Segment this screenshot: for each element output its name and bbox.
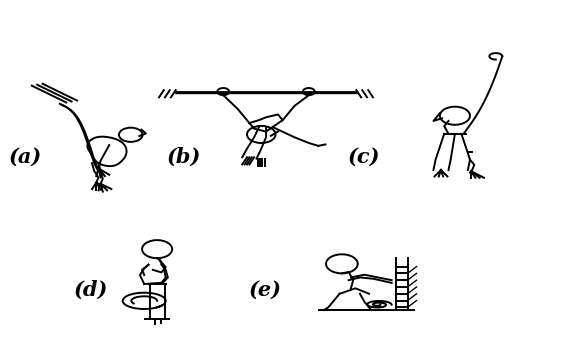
Text: (e): (e) <box>249 280 282 300</box>
Text: (b): (b) <box>167 147 201 167</box>
Text: (a): (a) <box>8 147 42 167</box>
Text: (c): (c) <box>348 147 380 167</box>
Text: (d): (d) <box>74 280 108 300</box>
